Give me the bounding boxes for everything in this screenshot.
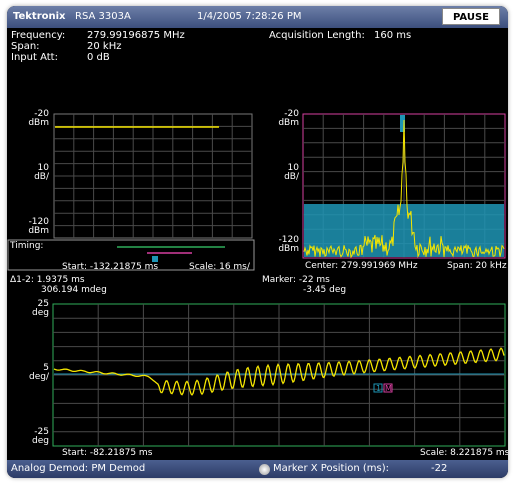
demod-bot-value: -25 (34, 427, 49, 437)
demod-bot-unit: -25 deg (9, 428, 49, 446)
input-att-label: Input Att: (11, 52, 58, 63)
demod-trace (53, 347, 505, 396)
spectrum-bot-value: -120 (278, 235, 299, 245)
spectrum-top-value: -20 (284, 109, 299, 119)
timing-label: Timing: (10, 241, 44, 251)
demod-start-label: Start: -82.21875 ms (62, 448, 153, 458)
demod-top-value: 25 (37, 299, 49, 309)
knob-label: Marker X Position (ms): (273, 463, 390, 474)
frequency-value: 279.99196875 MHz (87, 30, 185, 41)
timing-mid-value: 10 (37, 163, 49, 173)
spectrum-top-suffix: dBm (278, 118, 299, 128)
timing-scale-label: Scale: 16 ms/ (189, 262, 250, 272)
spectrum-center-label: Center: 279.991969 MHz (305, 261, 418, 271)
model-name: RSA 3303A (75, 11, 131, 22)
demod-mid-unit: 5 deg/ (9, 364, 49, 382)
span-label: Span: (11, 41, 40, 52)
timing-marker-icon (152, 256, 158, 262)
timing-bot-value: -120 (28, 217, 49, 227)
frequency-label: Frequency: (11, 30, 66, 41)
knob-value[interactable]: -22 (431, 463, 448, 474)
spectrum-mid-value: 10 (287, 163, 299, 173)
acq-length-label: Acquisition Length: (269, 30, 365, 41)
instrument-screen: Tektronix RSA 3303A 1/4/2005 7:28:26 PM … (7, 6, 508, 478)
acq-length-value: 160 ms (374, 30, 412, 41)
status-bar: Analog Demod: PM Demod Marker X Position… (7, 460, 508, 478)
settings-values: 279.99196875 MHz 20 kHz 0 dB (87, 30, 185, 63)
marker-value: -3.45 deg (303, 285, 347, 295)
delta-marker-value: 306.194 mdeg (41, 285, 107, 295)
spectrum-mid-unit: 10 dB/ (259, 164, 299, 182)
spectrum-bot-suffix: dBm (278, 244, 299, 254)
timing-mid-unit: 10 dB/ (9, 164, 49, 182)
timing-start-label: Start: -132.21875 ms (62, 262, 159, 272)
settings-labels: Frequency: Span: Input Att: (11, 30, 65, 63)
demod-mid-suffix: deg/ (29, 372, 49, 382)
date-time: 1/4/2005 7:28:26 PM (197, 11, 302, 22)
spectrum-peak-band (400, 115, 405, 132)
timing-bot-suffix: dBm (28, 226, 49, 236)
marker-label: Marker: -22 ms (262, 275, 330, 285)
timing-mid-suffix: dB/ (34, 172, 49, 182)
spectrum-bot-unit: -120 dBm (259, 236, 299, 254)
spectrum-trace (303, 119, 505, 259)
marker-m-icon (383, 383, 393, 393)
marker-1-label: 1 (376, 384, 381, 393)
timing-box (7, 239, 255, 271)
brand-logo: Tektronix (13, 11, 66, 22)
demod-top-suffix: deg (32, 308, 49, 318)
spectrum-top-unit: -20 dBm (259, 110, 299, 128)
demod-scale-label: Scale: 8.221875 ms/ (420, 448, 508, 458)
spectrum-span-label: Span: 20 kHz (447, 261, 507, 271)
knob-icon[interactable] (259, 464, 270, 475)
delta-marker-label: Δ1-2: 1.9375 ms (10, 275, 85, 285)
demod-mode: Analog Demod: PM Demod (11, 463, 146, 474)
spectrum-panel[interactable] (302, 110, 507, 260)
marker-1-icon (373, 383, 383, 393)
timing-top-unit: -20 dBm (9, 110, 49, 128)
title-bar: Tektronix RSA 3303A 1/4/2005 7:28:26 PM … (7, 6, 508, 28)
input-att-value: 0 dB (87, 52, 110, 63)
timing-panel[interactable] (7, 110, 257, 274)
demod-mid-value: 5 (43, 363, 49, 373)
marker-m-label: M (385, 384, 392, 393)
span-value: 20 kHz (87, 41, 122, 52)
demod-top-unit: 25 deg (9, 300, 49, 318)
timing-bot-unit: -120 dBm (9, 218, 49, 236)
pause-button[interactable]: PAUSE (442, 8, 500, 25)
timing-top-value: -20 (34, 109, 49, 119)
spectrum-mid-suffix: dB/ (284, 172, 299, 182)
timing-top-suffix: dBm (28, 118, 49, 128)
demod-bot-suffix: deg (32, 436, 49, 446)
